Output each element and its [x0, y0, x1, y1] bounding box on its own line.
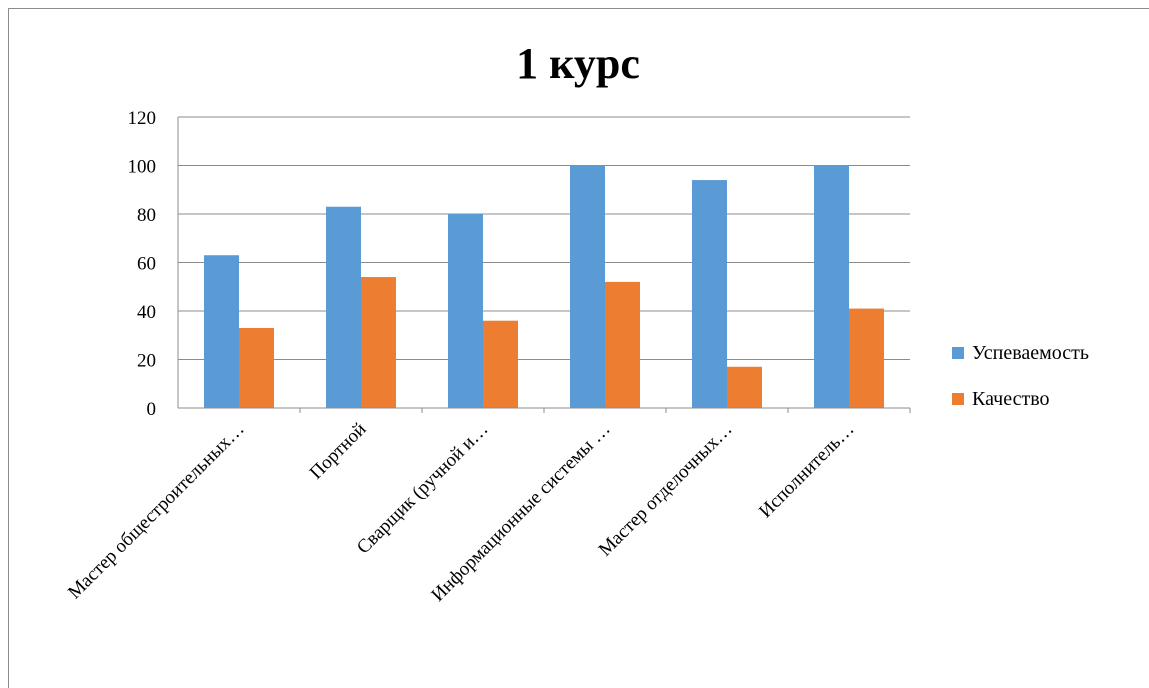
y-tick-label: 120 — [128, 108, 157, 129]
y-tick-label: 60 — [137, 254, 156, 275]
bar-uspevaemost — [570, 165, 605, 408]
bar-kachestvo — [727, 366, 762, 408]
y-tick-label: 80 — [137, 205, 156, 226]
axis-layer — [177, 117, 911, 413]
bar-kachestvo — [239, 327, 274, 408]
x-category-label: Портной — [306, 419, 371, 484]
x-category-label: Мастер общестроительных… — [64, 419, 248, 603]
y-tick-labels: 0 20 40 60 80 100 120 — [128, 108, 157, 420]
legend: Успеваемость Качество — [952, 342, 1089, 410]
x-category-label: Мастер отделочных… — [595, 419, 737, 561]
y-tick-label: 0 — [147, 399, 157, 420]
bars-layer — [204, 165, 884, 408]
chart-title: 1 курс — [516, 39, 640, 88]
y-tick-label: 20 — [137, 351, 156, 372]
legend-label: Успеваемость — [972, 342, 1089, 364]
legend-label: Качество — [972, 388, 1050, 410]
bar-kachestvo — [361, 277, 396, 408]
legend-swatch — [952, 393, 964, 405]
y-tick-label: 40 — [137, 302, 156, 323]
x-category-label: Исполнитель… — [755, 419, 858, 522]
bar-uspevaemost — [448, 214, 483, 408]
bar-uspevaemost — [204, 255, 239, 408]
grid-layer — [178, 116, 910, 360]
bar-kachestvo — [605, 281, 640, 408]
y-tick-label: 100 — [128, 157, 157, 178]
bar-uspevaemost — [814, 165, 849, 408]
bar-kachestvo — [483, 320, 518, 408]
x-category-label: Сварщик (ручной и… — [353, 419, 493, 559]
bar-uspevaemost — [692, 180, 727, 408]
legend-swatch — [952, 347, 964, 359]
bar-uspevaemost — [326, 206, 361, 408]
bar-kachestvo — [849, 308, 884, 408]
